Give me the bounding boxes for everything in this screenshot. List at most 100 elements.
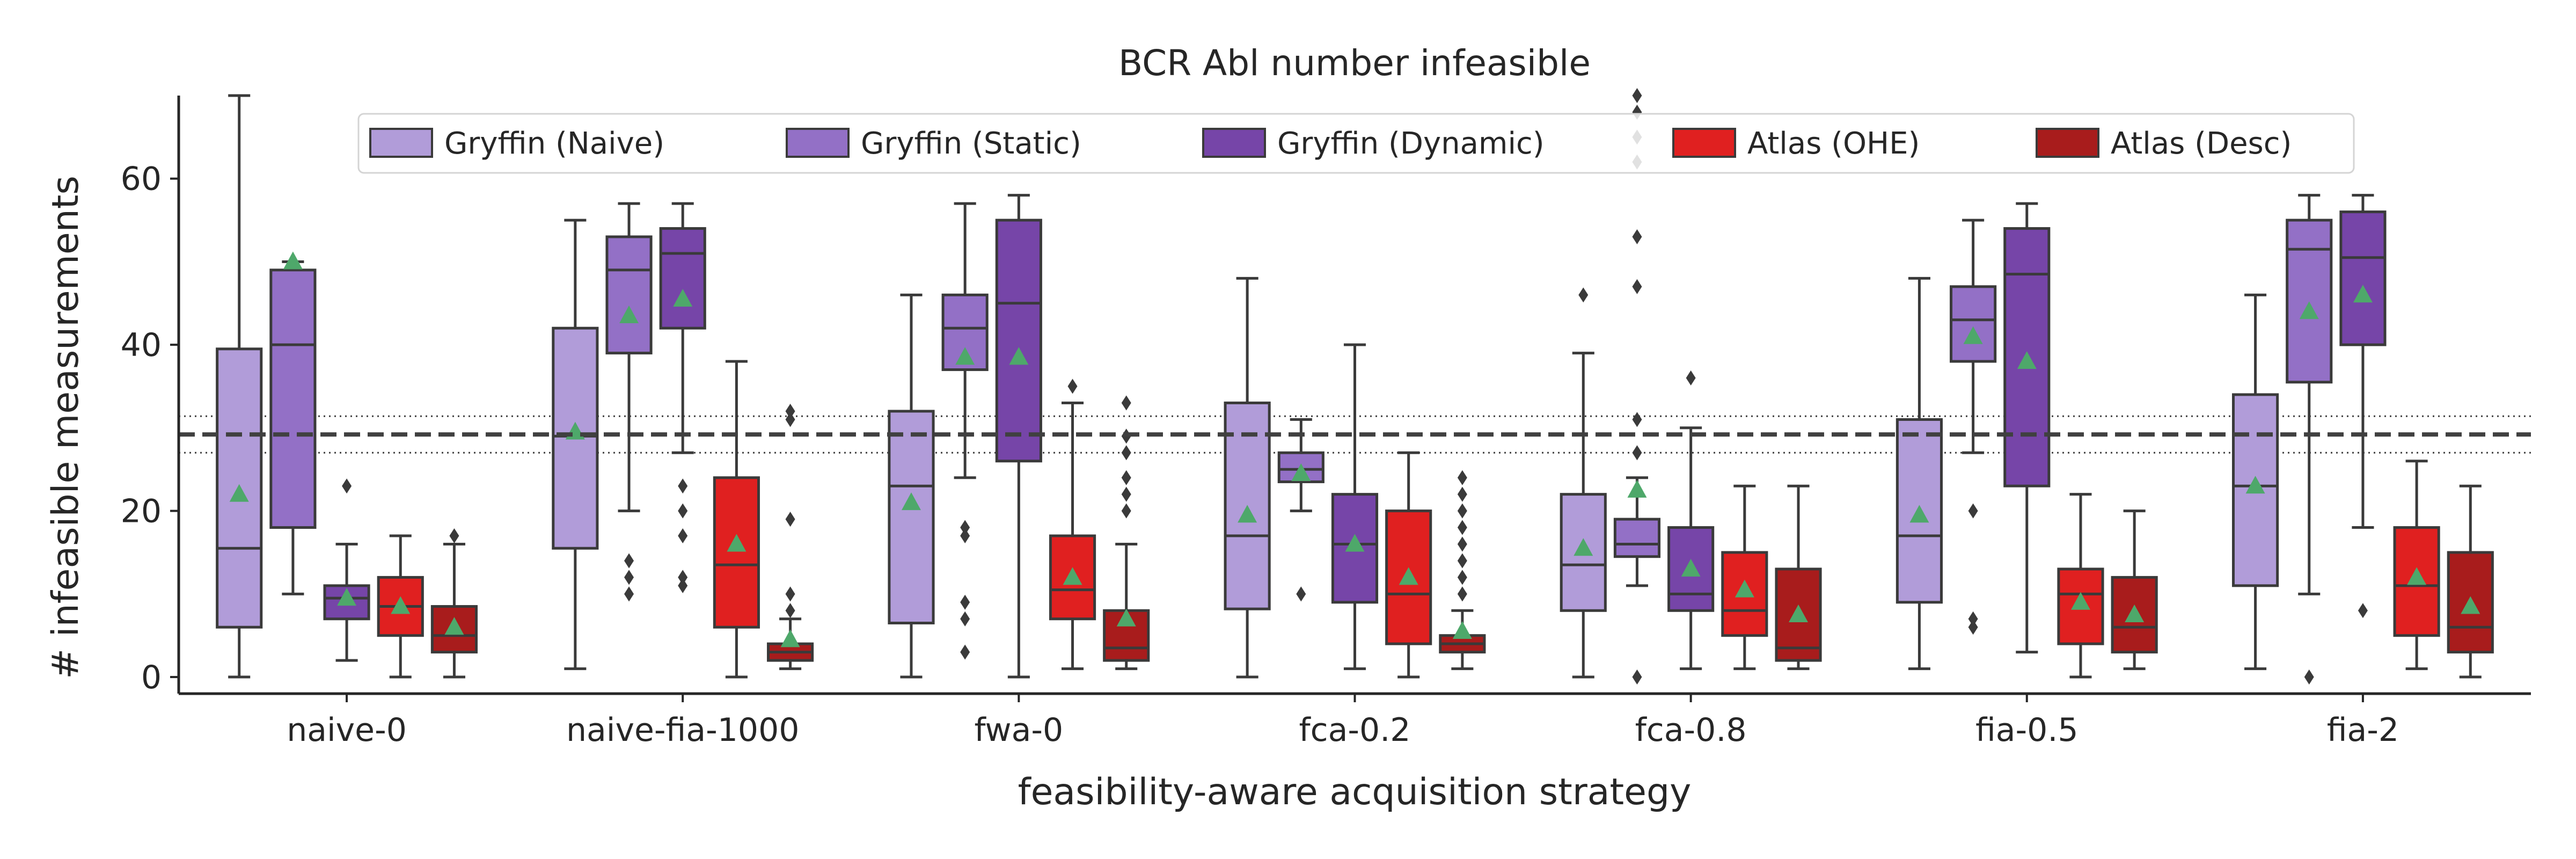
outlier-point (678, 570, 688, 585)
box-body (888, 410, 935, 624)
mean-marker (1627, 479, 1647, 498)
box-2-5 (2003, 202, 2051, 654)
mean-marker (1681, 558, 1701, 577)
box-3-0 (377, 534, 424, 679)
outlier-point (1686, 370, 1696, 386)
box-0-1 (552, 219, 599, 671)
box-4-5 (2111, 509, 2158, 671)
mean-marker (2070, 592, 2090, 610)
mean-marker (1452, 621, 1472, 639)
x-axis-label: feasibility-aware acquisition strategy (1018, 771, 1692, 813)
legend-swatch (2036, 128, 2099, 158)
outlier-point (785, 412, 795, 427)
box-1-6 (2286, 194, 2333, 685)
mean-marker (780, 629, 800, 647)
box-1-0 (269, 251, 317, 595)
box-4-1 (767, 403, 814, 671)
box-2-2 (995, 194, 1042, 679)
x-tick-label: naive-fia-1000 (566, 711, 799, 749)
mean-marker (444, 617, 464, 635)
mean-marker (1291, 463, 1311, 481)
outlier-point (678, 478, 688, 494)
box-3-6 (2393, 460, 2440, 671)
x-tick-label: fca-0.2 (1299, 711, 1411, 749)
outlier-point (1968, 611, 1978, 627)
outlier-point (624, 553, 634, 569)
legend-swatch (369, 128, 433, 158)
outlier-point (785, 403, 795, 419)
box-0-5 (1896, 276, 1943, 671)
plot-area (179, 88, 2531, 685)
outlier-point (1457, 570, 1467, 585)
mean-marker (1238, 505, 1257, 523)
outlier-point (624, 586, 634, 602)
mean-marker (2461, 596, 2480, 614)
outlier-point (1457, 586, 1467, 602)
mean-marker (727, 534, 747, 552)
outlier-point (678, 503, 688, 519)
mean-marker (1735, 579, 1754, 598)
box-4-3 (1439, 470, 1486, 671)
box-body (1224, 401, 1271, 610)
box-1-1 (605, 202, 653, 602)
mean-marker (229, 484, 249, 502)
box-1-3 (1277, 418, 1324, 602)
outlier-point (678, 528, 688, 544)
box-body (1277, 451, 1324, 483)
outlier-point (1632, 229, 1642, 245)
legend-label: Gryffin (Static) (861, 126, 1081, 161)
mean-marker (283, 251, 303, 270)
legend-swatch (1202, 128, 1266, 158)
box-body (659, 227, 706, 330)
mean-marker (2407, 567, 2427, 585)
box-3-2 (1049, 378, 1096, 671)
outlier-point (1632, 669, 1642, 685)
box-body (269, 268, 317, 529)
mean-marker (1963, 326, 1983, 344)
box-2-3 (1331, 343, 1379, 671)
box-body (1950, 285, 1997, 363)
outlier-point (1121, 470, 1131, 485)
outlier-point (960, 520, 970, 535)
outlier-point (1457, 520, 1467, 535)
outlier-point (449, 528, 459, 544)
outlier-point (960, 528, 970, 544)
outlier-point (1121, 395, 1131, 411)
box-4-0 (430, 528, 478, 679)
outlier-point (1578, 287, 1589, 303)
box-3-5 (2057, 493, 2104, 679)
mean-marker (2299, 301, 2319, 319)
box-0-0 (216, 94, 263, 679)
box-0-3 (1224, 276, 1271, 679)
box-0-2 (888, 293, 935, 679)
outlier-point (785, 586, 795, 602)
outlier-point (785, 603, 795, 618)
box-body (1385, 509, 1432, 645)
outlier-point (678, 578, 688, 593)
outlier-point (960, 611, 970, 627)
mean-marker (1116, 608, 1136, 627)
legend: Gryffin (Naive) Gryffin (Static) Gryffin (… (357, 113, 2355, 174)
outlier-point (1067, 378, 1078, 394)
chart-title: BCR Abl number infeasible (1118, 42, 1591, 84)
box-1-4 (1613, 88, 1661, 685)
outlier-point (2304, 669, 2314, 685)
mean-marker (619, 305, 639, 324)
x-tick-label: fia-0.5 (1975, 711, 2079, 749)
box-2-4 (1667, 370, 1715, 671)
outlier-point (960, 644, 970, 660)
box-body (713, 476, 760, 629)
outlier-point (624, 570, 634, 585)
outlier-point (1632, 279, 1642, 294)
outlier-point (1457, 536, 1467, 552)
outlier-point (960, 594, 970, 610)
outlier-point (1457, 470, 1467, 485)
outlier-point (342, 478, 352, 494)
mean-marker (391, 596, 411, 614)
legend-label: Gryffin (Naive) (444, 126, 664, 161)
box-body (216, 347, 263, 629)
mean-marker (2245, 476, 2265, 494)
mean-marker (1009, 347, 1029, 365)
box-body (2339, 210, 2387, 346)
box-body (2286, 219, 2333, 384)
